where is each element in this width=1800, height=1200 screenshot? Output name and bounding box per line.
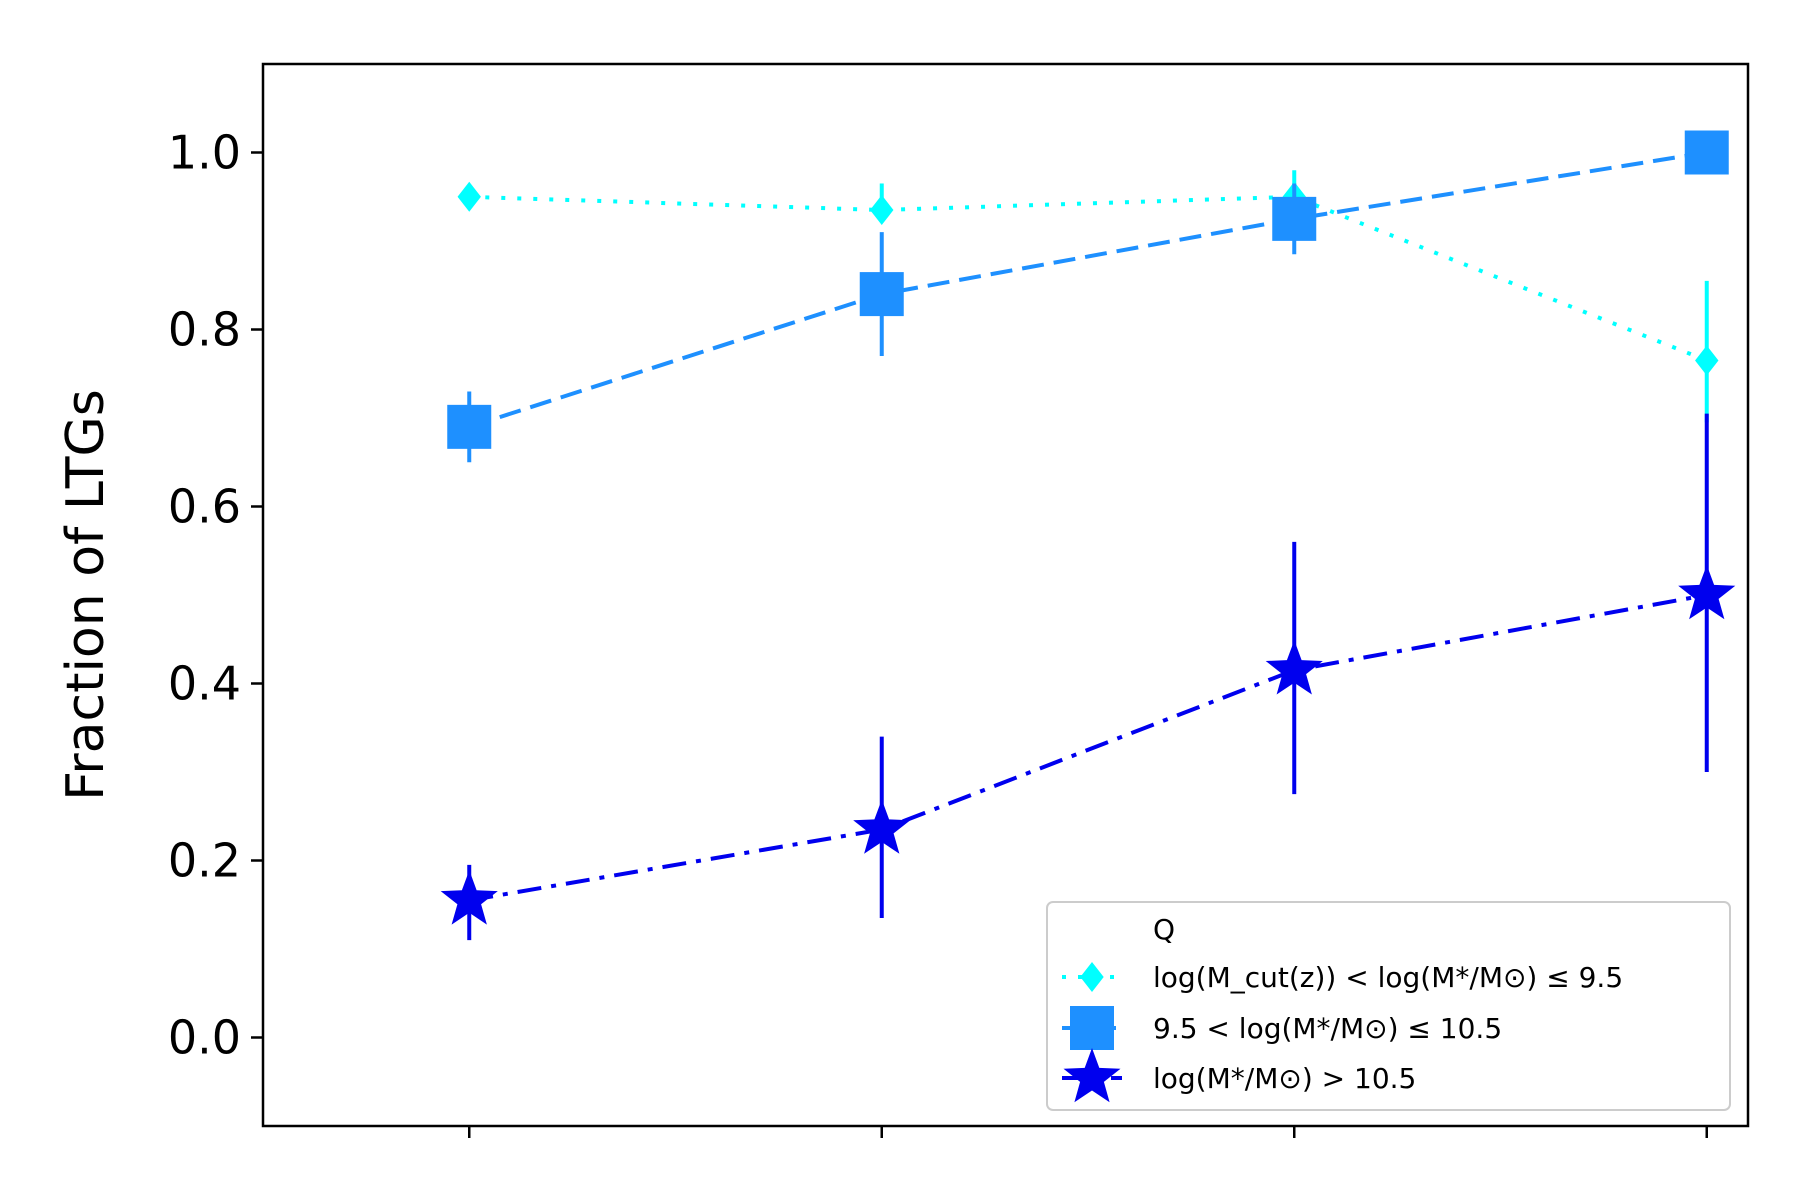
series-1 xyxy=(457,170,1719,423)
legend-entry-1: log(M_cut(z)) < log(M*/M⊙) ≤ 9.5 xyxy=(1062,961,1623,994)
y-axis: 0.0 0.2 0.4 0.6 0.8 1.0 xyxy=(168,126,263,1065)
x-axis xyxy=(468,1126,1708,1138)
data-point xyxy=(859,272,904,317)
data-point xyxy=(1684,130,1729,175)
y-tick-label: 0.4 xyxy=(168,657,241,711)
y-tick-label: 1.0 xyxy=(168,126,241,180)
data-point xyxy=(447,404,492,449)
data-point xyxy=(1265,640,1323,695)
legend-label: 9.5 < log(M*/M⊙) ≤ 10.5 xyxy=(1153,1012,1502,1045)
y-tick-label: 0.2 xyxy=(168,834,241,888)
plot-frame xyxy=(261,62,1750,1128)
data-point xyxy=(870,195,894,226)
legend-entries: log(M_cut(z)) < log(M*/M⊙) ≤ 9.5 9.5 < lo… xyxy=(1062,961,1623,1103)
series-3 xyxy=(440,413,1736,941)
data-point xyxy=(457,181,481,212)
legend-box xyxy=(1046,901,1731,1111)
legend-marker xyxy=(1080,962,1104,992)
data-point xyxy=(440,870,498,925)
series-2 xyxy=(447,130,1729,463)
series-line xyxy=(468,593,1708,903)
legend-title: Q xyxy=(1153,913,1175,946)
series-line xyxy=(469,194,1708,363)
legend-marker xyxy=(1063,1048,1121,1103)
data-point xyxy=(853,799,911,854)
data-point xyxy=(1678,565,1736,620)
y-tick-label: 0.8 xyxy=(168,303,241,357)
legend-label: log(M*/M⊙) > 10.5 xyxy=(1153,1062,1416,1095)
y-tick-label: 0.0 xyxy=(168,1011,241,1065)
series-layer xyxy=(440,130,1736,941)
legend-label: log(M_cut(z)) < log(M*/M⊙) ≤ 9.5 xyxy=(1153,961,1623,994)
legend-entry-2: 9.5 < log(M*/M⊙) ≤ 10.5 xyxy=(1062,1006,1502,1050)
legend: Q log(M_cut(z)) < log(M*/M⊙) ≤ 9.5 9.5 < … xyxy=(1046,901,1731,1111)
data-point xyxy=(1695,345,1719,376)
series-line xyxy=(468,150,1708,429)
y-tick-label: 0.6 xyxy=(168,480,241,534)
legend-marker xyxy=(1070,1006,1114,1050)
legend-entry-3: log(M*/M⊙) > 10.5 xyxy=(1062,1048,1416,1103)
y-axis-label: Fraction of LTGs xyxy=(56,389,116,801)
data-point xyxy=(1272,196,1317,241)
